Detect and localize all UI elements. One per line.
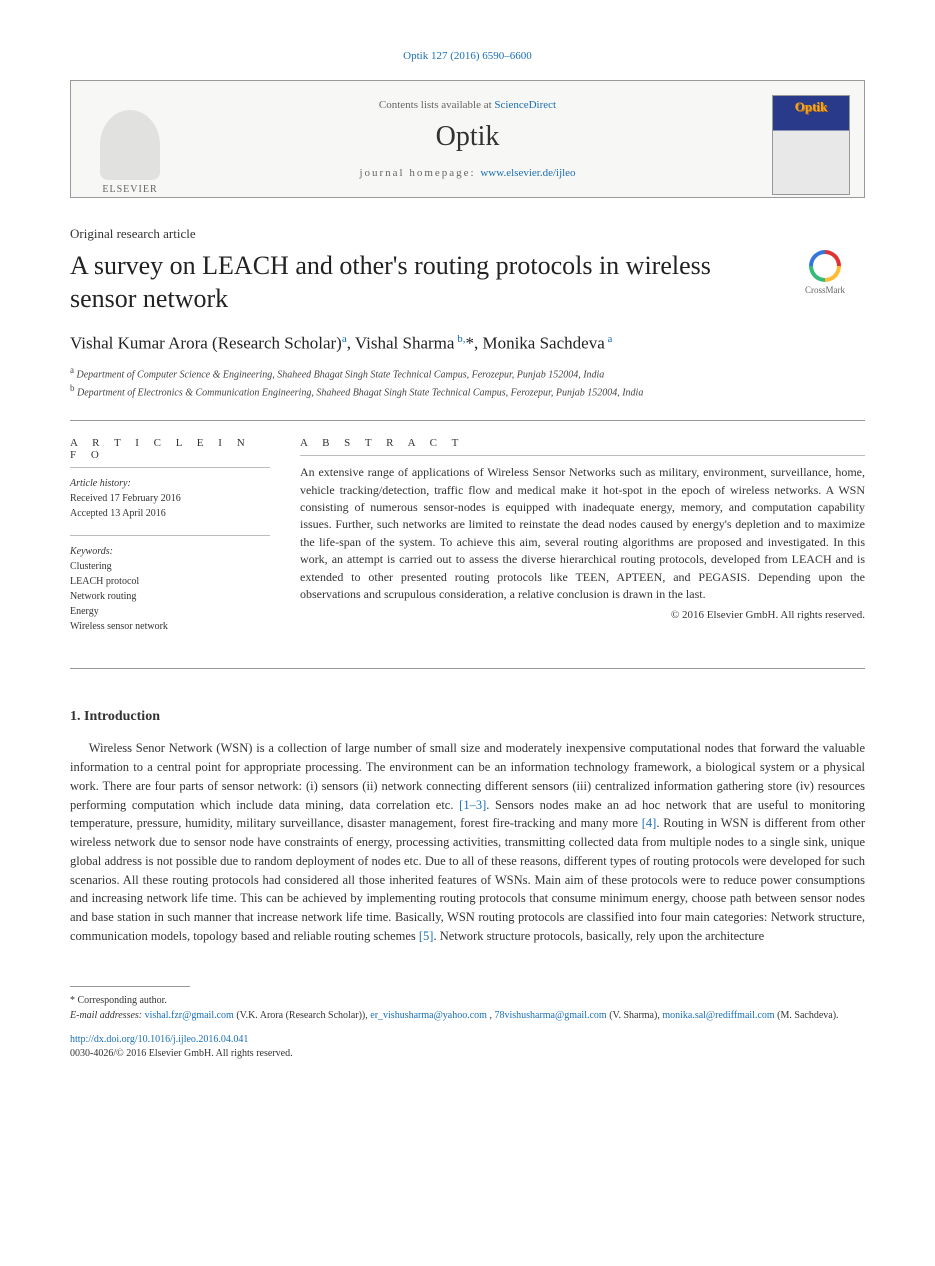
keyword-item: LEACH protocol bbox=[70, 574, 270, 589]
keyword-item: Energy bbox=[70, 604, 270, 619]
keyword-item: Clustering bbox=[70, 559, 270, 574]
divider bbox=[70, 668, 865, 669]
elsevier-tree-icon bbox=[100, 110, 160, 180]
homepage-line: journal homepage: www.elsevier.de/ijleo bbox=[191, 167, 744, 179]
ref-link[interactable]: [1–3] bbox=[459, 798, 486, 812]
email-link[interactable]: er_vishusharma@yahoo.com bbox=[370, 1010, 487, 1021]
homepage-prefix: journal homepage: bbox=[359, 167, 480, 179]
article-info-column: A R T I C L E I N F O Article history: R… bbox=[70, 437, 270, 648]
journal-header-box: ELSEVIER Optik Contents lists available … bbox=[70, 80, 865, 198]
affiliation-line: a Department of Computer Science & Engin… bbox=[70, 364, 865, 382]
section-heading-intro: 1. Introduction bbox=[70, 709, 865, 725]
title-row: A survey on LEACH and other's routing pr… bbox=[70, 250, 865, 315]
crossmark-label: CrossMark bbox=[805, 285, 845, 295]
info-abstract-row: A R T I C L E I N F O Article history: R… bbox=[70, 437, 865, 648]
authors-line: Vishal Kumar Arora (Research Scholar)a, … bbox=[70, 333, 865, 354]
elsevier-label: ELSEVIER bbox=[102, 184, 157, 195]
journal-cover-thumbnail: Optik bbox=[772, 95, 850, 195]
email-link[interactable]: monika.sal@rediffmail.com bbox=[662, 1010, 774, 1021]
email-link[interactable]: vishal.fzr@gmail.com bbox=[145, 1010, 234, 1021]
divider-thin bbox=[70, 535, 270, 536]
article-history: Article history: Received 17 February 20… bbox=[70, 476, 270, 521]
received-date: Received 17 February 2016 bbox=[70, 491, 270, 506]
abstract-text: An extensive range of applications of Wi… bbox=[300, 464, 865, 603]
homepage-link[interactable]: www.elsevier.de/ijleo bbox=[480, 167, 575, 179]
article-title: A survey on LEACH and other's routing pr… bbox=[70, 250, 769, 315]
article-info-label: A R T I C L E I N F O bbox=[70, 437, 270, 461]
doi-link[interactable]: http://dx.doi.org/10.1016/j.ijleo.2016.0… bbox=[70, 1034, 248, 1045]
keywords-list: ClusteringLEACH protocolNetwork routingE… bbox=[70, 559, 270, 634]
email-addresses-line: E-mail addresses: vishal.fzr@gmail.com (… bbox=[70, 1008, 865, 1023]
footnote-separator bbox=[70, 986, 190, 987]
journal-name: Optik bbox=[191, 121, 744, 153]
page-container: Optik 127 (2016) 6590–6600 ELSEVIER Opti… bbox=[0, 0, 935, 1101]
email-link[interactable]: 78vishusharma@gmail.com bbox=[494, 1010, 606, 1021]
crossmark-icon bbox=[809, 250, 841, 282]
abstract-column: A B S T R A C T An extensive range of ap… bbox=[300, 437, 865, 648]
history-label: Article history: bbox=[70, 476, 270, 491]
ref-link[interactable]: [5] bbox=[419, 929, 434, 943]
affiliations: a Department of Computer Science & Engin… bbox=[70, 364, 865, 401]
accepted-date: Accepted 13 April 2016 bbox=[70, 506, 270, 521]
footnotes: * Corresponding author. E-mail addresses… bbox=[70, 993, 865, 1023]
ref-link[interactable]: [4] bbox=[642, 816, 657, 830]
journal-cover-title: Optik bbox=[773, 96, 849, 115]
affiliation-line: b Department of Electronics & Communicat… bbox=[70, 382, 865, 400]
contents-available-line: Contents lists available at ScienceDirec… bbox=[191, 99, 744, 111]
citation-line: Optik 127 (2016) 6590–6600 bbox=[70, 50, 865, 62]
elsevier-logo: ELSEVIER bbox=[85, 95, 175, 195]
doi-block: http://dx.doi.org/10.1016/j.ijleo.2016.0… bbox=[70, 1033, 865, 1061]
divider-thin bbox=[300, 455, 865, 456]
article-type: Original research article bbox=[70, 226, 865, 242]
keywords-label: Keywords: bbox=[70, 544, 270, 559]
divider-thin bbox=[70, 467, 270, 468]
abstract-label: A B S T R A C T bbox=[300, 437, 865, 449]
abstract-copyright: © 2016 Elsevier GmbH. All rights reserve… bbox=[300, 609, 865, 621]
divider bbox=[70, 420, 865, 421]
sciencedirect-link[interactable]: ScienceDirect bbox=[494, 99, 556, 111]
intro-paragraph: Wireless Senor Network (WSN) is a collec… bbox=[70, 739, 865, 945]
keywords-block: Keywords: ClusteringLEACH protocolNetwor… bbox=[70, 544, 270, 634]
keyword-item: Wireless sensor network bbox=[70, 619, 270, 634]
crossmark-badge[interactable]: CrossMark bbox=[785, 250, 865, 295]
corresponding-author-note: * Corresponding author. bbox=[70, 993, 865, 1008]
issn-copyright-line: 0030-4026/© 2016 Elsevier GmbH. All righ… bbox=[70, 1048, 293, 1059]
keyword-item: Network routing bbox=[70, 589, 270, 604]
contents-prefix: Contents lists available at bbox=[379, 99, 494, 111]
